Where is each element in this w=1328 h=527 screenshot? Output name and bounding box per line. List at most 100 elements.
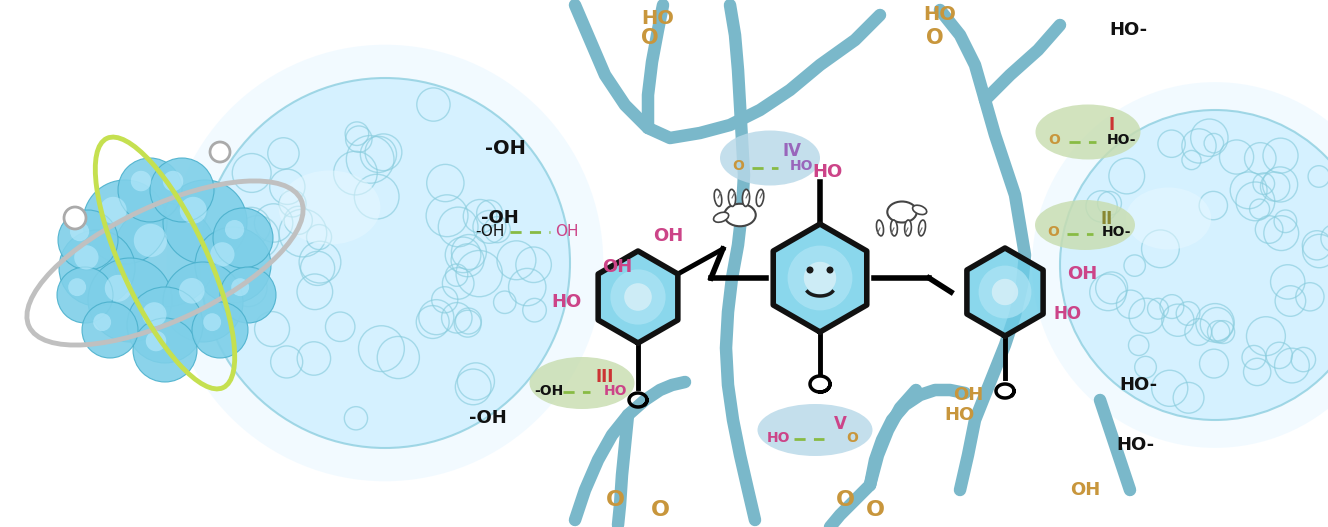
Ellipse shape	[713, 212, 729, 222]
Text: III: III	[596, 368, 615, 386]
Polygon shape	[967, 248, 1042, 336]
Circle shape	[74, 245, 98, 269]
Circle shape	[70, 222, 89, 241]
Text: HO-: HO-	[1102, 226, 1131, 239]
Circle shape	[203, 313, 222, 331]
Circle shape	[146, 331, 166, 352]
Text: -OH: -OH	[469, 409, 507, 427]
Circle shape	[88, 258, 173, 342]
Circle shape	[150, 158, 214, 222]
Circle shape	[179, 197, 207, 223]
Circle shape	[179, 278, 205, 304]
Ellipse shape	[876, 220, 883, 236]
Text: I: I	[1108, 116, 1114, 134]
Circle shape	[163, 262, 243, 342]
Text: O: O	[651, 500, 669, 520]
Ellipse shape	[742, 189, 749, 207]
Circle shape	[82, 180, 167, 264]
Circle shape	[130, 171, 151, 191]
Circle shape	[142, 302, 166, 327]
Circle shape	[212, 208, 274, 268]
Circle shape	[68, 278, 86, 296]
Text: OH: OH	[1066, 265, 1097, 283]
Text: HO: HO	[641, 8, 675, 27]
Ellipse shape	[530, 357, 635, 409]
Ellipse shape	[714, 189, 722, 207]
Ellipse shape	[720, 131, 819, 186]
Text: O: O	[606, 490, 624, 510]
Ellipse shape	[279, 171, 380, 245]
Text: -OH: -OH	[485, 139, 526, 158]
Text: OH: OH	[954, 386, 983, 404]
Ellipse shape	[1035, 200, 1135, 250]
Text: OH: OH	[602, 258, 632, 276]
Text: -OH: -OH	[475, 225, 505, 239]
Circle shape	[611, 269, 665, 325]
Circle shape	[788, 246, 853, 310]
Ellipse shape	[756, 189, 764, 207]
Ellipse shape	[724, 204, 756, 226]
Text: O: O	[846, 431, 858, 445]
Circle shape	[220, 267, 276, 323]
Ellipse shape	[757, 404, 872, 456]
Text: HO: HO	[813, 163, 843, 181]
Circle shape	[210, 142, 230, 162]
Text: IV: IV	[782, 142, 802, 160]
Circle shape	[105, 275, 131, 301]
Circle shape	[231, 278, 250, 296]
Text: -OH: -OH	[481, 209, 519, 227]
Circle shape	[992, 279, 1019, 305]
Circle shape	[113, 203, 216, 307]
Circle shape	[134, 224, 167, 257]
Polygon shape	[773, 224, 867, 332]
Circle shape	[82, 302, 138, 358]
Circle shape	[167, 45, 603, 481]
Text: II: II	[1101, 210, 1113, 228]
Text: HO: HO	[946, 406, 975, 424]
Text: O: O	[641, 28, 659, 48]
Text: V: V	[834, 415, 847, 433]
Text: HO-: HO-	[1109, 21, 1147, 39]
Circle shape	[58, 210, 118, 270]
Circle shape	[93, 313, 112, 331]
Ellipse shape	[912, 205, 927, 214]
Text: HO: HO	[790, 159, 814, 173]
Circle shape	[624, 283, 652, 311]
Circle shape	[201, 78, 570, 448]
Ellipse shape	[891, 220, 898, 236]
Circle shape	[1060, 110, 1328, 420]
Circle shape	[826, 267, 834, 274]
Ellipse shape	[919, 220, 926, 236]
Text: O: O	[866, 500, 884, 520]
Circle shape	[127, 287, 203, 363]
Text: O: O	[926, 28, 944, 48]
Circle shape	[1032, 82, 1328, 448]
Circle shape	[979, 266, 1032, 318]
Text: -OH: -OH	[534, 384, 563, 398]
Circle shape	[118, 158, 182, 222]
Ellipse shape	[728, 189, 736, 207]
Circle shape	[803, 262, 837, 294]
Ellipse shape	[887, 201, 916, 222]
Text: O: O	[732, 159, 744, 173]
Text: HO-: HO-	[1106, 133, 1137, 147]
Text: HO: HO	[766, 431, 790, 445]
Text: O: O	[1049, 133, 1060, 147]
Circle shape	[210, 242, 235, 267]
Text: HO-: HO-	[1120, 376, 1157, 394]
Ellipse shape	[904, 220, 911, 236]
Circle shape	[195, 227, 271, 303]
Circle shape	[193, 302, 248, 358]
Circle shape	[224, 220, 244, 239]
Text: HO: HO	[1054, 305, 1082, 323]
Text: HO: HO	[551, 293, 582, 311]
Circle shape	[806, 267, 814, 274]
Circle shape	[100, 197, 126, 223]
Text: HO-: HO-	[1116, 436, 1154, 454]
Circle shape	[133, 318, 197, 382]
Text: HO: HO	[604, 384, 627, 398]
Text: O: O	[1046, 226, 1058, 239]
Circle shape	[58, 230, 135, 306]
Polygon shape	[598, 251, 677, 343]
Ellipse shape	[1036, 104, 1141, 160]
